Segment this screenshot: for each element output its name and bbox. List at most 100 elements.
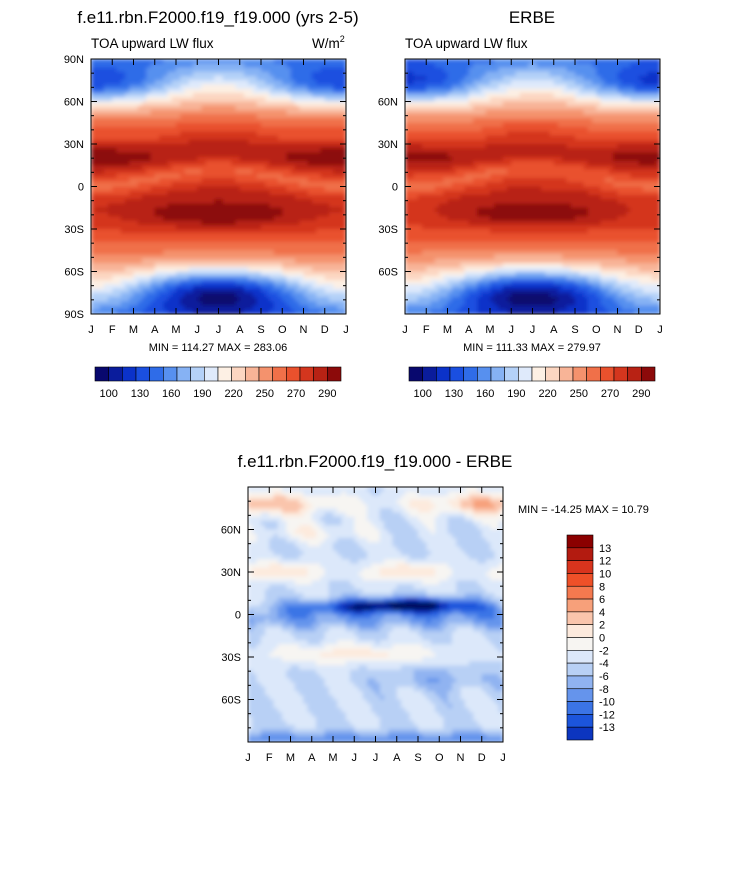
difference-x-tick-label: O (435, 752, 444, 764)
erbe-x-tick-label: D (635, 324, 643, 336)
difference-x-tick-label: D (478, 752, 486, 764)
model-colorbar: 100 130 160 190 220 250 270 290 (94, 366, 342, 400)
erbe-colorbar: 100 130 160 190 220 250 270 290 (408, 366, 656, 400)
erbe-x-tick-label: A (465, 324, 473, 336)
erbe-x-tick-label: J (657, 324, 663, 336)
difference-x-tick-label: F (266, 752, 273, 764)
model-x-tick-label: J (343, 324, 349, 336)
difference-colorbar-label: 4 (599, 607, 605, 619)
difference-y-tick-label: 60S (221, 695, 241, 707)
erbe-colorbar-swatch (531, 366, 546, 382)
model-colorbar-swatch (163, 366, 178, 382)
difference-colorbar-label: -8 (599, 684, 609, 696)
difference-x-tick-label: J (373, 752, 379, 764)
model-x-tick-label: M (129, 324, 138, 336)
model-colorbar-label: 160 (162, 388, 180, 400)
difference-colorbar-swatch (566, 534, 594, 549)
erbe-colorbar-swatch (436, 366, 451, 382)
difference-x-tick-label: M (286, 752, 295, 764)
erbe-colorbar-label: 130 (445, 388, 463, 400)
erbe-colorbar-swatch (422, 366, 437, 382)
difference-y-tick-label: 0 (235, 610, 241, 622)
erbe-colorbar-swatch (490, 366, 505, 382)
model-colorbar-swatch (272, 366, 287, 382)
erbe-x-tick-label: S (571, 324, 578, 336)
model-x-tick-label: J (195, 324, 201, 336)
model-colorbar-swatch (204, 366, 219, 382)
difference-colorbar-swatch (566, 585, 594, 600)
difference-colorbar-label: -4 (599, 658, 609, 670)
difference-colorbar-swatch (566, 726, 594, 741)
difference-colorbar-swatch (566, 637, 594, 651)
erbe-minmax: MIN = 111.33 MAX = 279.97 (463, 342, 601, 354)
model-colorbar-label: 130 (131, 388, 149, 400)
erbe-x-tick-label: M (485, 324, 494, 336)
model-minmax: MIN = 114.27 MAX = 283.06 (149, 342, 288, 354)
erbe-y-tick-label: 30N (378, 139, 398, 151)
difference-colorbar-swatch (566, 675, 594, 690)
erbe-colorbar-swatch (545, 366, 560, 382)
model-colorbar-swatch (190, 366, 205, 382)
model-y-tick-label: 60N (64, 97, 84, 109)
difference-y-tick-label: 60N (221, 525, 241, 537)
difference-x-tick-label: N (457, 752, 465, 764)
difference-colorbar-swatch (566, 598, 594, 613)
difference-colorbar-label: 13 (599, 543, 611, 555)
model-colorbar-swatch (149, 366, 164, 382)
difference-colorbar-swatch (566, 688, 594, 702)
erbe-colorbar-swatch (559, 366, 574, 382)
erbe-colorbar-swatch (449, 366, 464, 382)
difference-x-tick-label: A (393, 752, 401, 764)
difference-colorbar-swatch (566, 547, 594, 561)
model-x-tick-label: A (236, 324, 244, 336)
units-base: W/m (312, 36, 340, 51)
difference-y-tick-label: 30S (221, 652, 241, 664)
model-x-tick-label: D (321, 324, 329, 336)
model-colorbar-label: 250 (256, 388, 274, 400)
erbe-colorbar-swatch (613, 366, 628, 382)
difference-colorbar-label: -12 (599, 709, 615, 721)
model-colorbar-label: 100 (99, 388, 117, 400)
model-x-tick-label: F (109, 324, 116, 336)
difference-colorbar-swatch (566, 662, 594, 677)
difference-colorbar-label: -6 (599, 671, 609, 683)
model-colorbar-swatch (258, 366, 273, 382)
model-subtitle: TOA upward LW flux (91, 36, 214, 51)
difference-panel-title: f.e11.rbn.F2000.f19_f19.000 - ERBE (238, 452, 513, 471)
model-x-tick-label: M (171, 324, 180, 336)
erbe-x-tick-label: J (509, 324, 515, 336)
erbe-colorbar-swatch (504, 366, 519, 382)
erbe-y-tick-label: 60S (378, 267, 398, 279)
difference-colorbar-label: 0 (599, 633, 605, 645)
difference-colorbar-swatch (566, 560, 594, 574)
erbe-x-tick-label: F (423, 324, 430, 336)
model-x-tick-label: O (278, 324, 287, 336)
model-colorbar-swatch (122, 366, 137, 382)
erbe-colorbar-swatch (586, 366, 601, 382)
model-panel-title: f.e11.rbn.F2000.f19_f19.000 (yrs 2-5) (77, 8, 358, 27)
model-colorbar-swatch (135, 366, 150, 382)
erbe-colorbar-swatch (641, 366, 656, 382)
model-units: W/m2 (312, 34, 345, 51)
difference-x-tick-label: J (352, 752, 358, 764)
erbe-colorbar-label: 220 (538, 388, 556, 400)
model-x-tick-label: N (300, 324, 308, 336)
erbe-y-tick-label: 60N (378, 97, 398, 109)
erbe-y-tick-label: 0 (392, 182, 398, 194)
erbe-colorbar-label: 270 (601, 388, 619, 400)
difference-colorbar-label: -2 (599, 645, 609, 657)
difference-colorbar-swatch (566, 714, 594, 728)
erbe-colorbar-swatch (477, 366, 492, 382)
difference-y-tick-label: 30N (221, 567, 241, 579)
model-colorbar-label: 270 (287, 388, 305, 400)
model-colorbar-swatch (108, 366, 123, 382)
difference-x-tick-label: S (414, 752, 421, 764)
difference-colorbar-swatch (566, 624, 594, 638)
difference-colorbar-swatch (566, 650, 594, 664)
difference-colorbar-label: 6 (599, 594, 605, 606)
difference-colorbar-label: -10 (599, 697, 615, 709)
